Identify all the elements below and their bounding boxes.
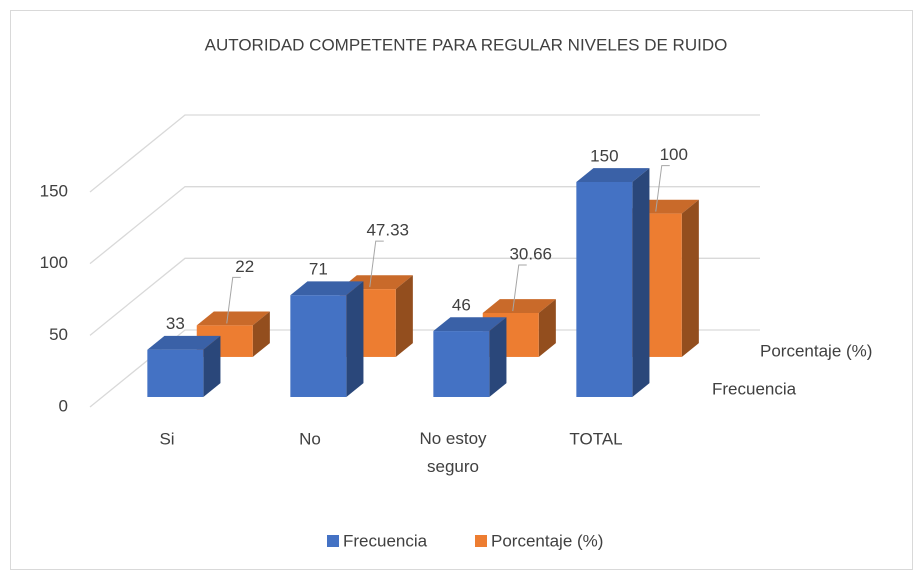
bar-front [433,331,490,397]
x-tick-label: No estoy seguro [419,429,487,476]
leader-line [655,165,670,212]
bar-side [395,275,413,357]
bar [576,168,650,397]
y-tick-label: 100 [40,253,68,272]
leader-line [369,240,384,288]
bar-top [290,281,364,296]
x-tick-line: No estoy [419,429,487,448]
y-tick-label: 0 [59,396,68,415]
bar-side [538,299,556,357]
depth-label: Porcentaje (%) [760,341,872,360]
bar-top [482,299,556,314]
grid-line [89,114,760,193]
data-label: 71 [309,260,328,279]
x-tick-label: Si [159,429,174,448]
data-label: 46 [452,296,471,315]
bar-side [489,317,507,397]
bar-side [252,311,270,357]
bar [433,317,507,397]
bar-top [147,335,221,350]
legend-swatch [475,535,487,547]
legend-label: Porcentaje (%) [491,531,603,550]
bar [147,335,221,397]
x-tick-label: No [299,429,321,448]
y-tick-label: 150 [40,181,68,200]
y-tick-label: 50 [49,325,68,344]
leader-line [512,264,527,312]
data-label: 30.66 [509,244,552,263]
bar-front [576,181,633,397]
grid-line [89,257,760,336]
bar [290,281,364,397]
chart-title: AUTORIDAD COMPETENTE PARA REGULAR NIVELE… [205,35,728,54]
x-tick-line: seguro [427,457,479,476]
data-label: 47.33 [366,221,409,240]
data-label: 150 [590,146,618,165]
bar-top [196,311,270,326]
data-label: 100 [660,145,688,164]
x-tick-label: TOTAL [569,429,622,448]
chart-frame [10,10,913,570]
bar-front [290,295,347,397]
bar-side [346,281,364,397]
bar-top [576,168,650,182]
bar-side [632,168,650,397]
leader-line [226,276,241,324]
bar-front [147,349,204,397]
data-label: 22 [235,257,254,276]
legend-label: Frecuencia [343,531,428,550]
grid-line [89,329,760,408]
data-label: 33 [166,314,185,333]
bar-side [203,335,221,397]
grid-line [89,186,760,265]
bar-top [433,317,507,332]
depth-label: Frecuencia [712,379,797,398]
bar-side [681,199,699,357]
legend-swatch [327,535,339,547]
